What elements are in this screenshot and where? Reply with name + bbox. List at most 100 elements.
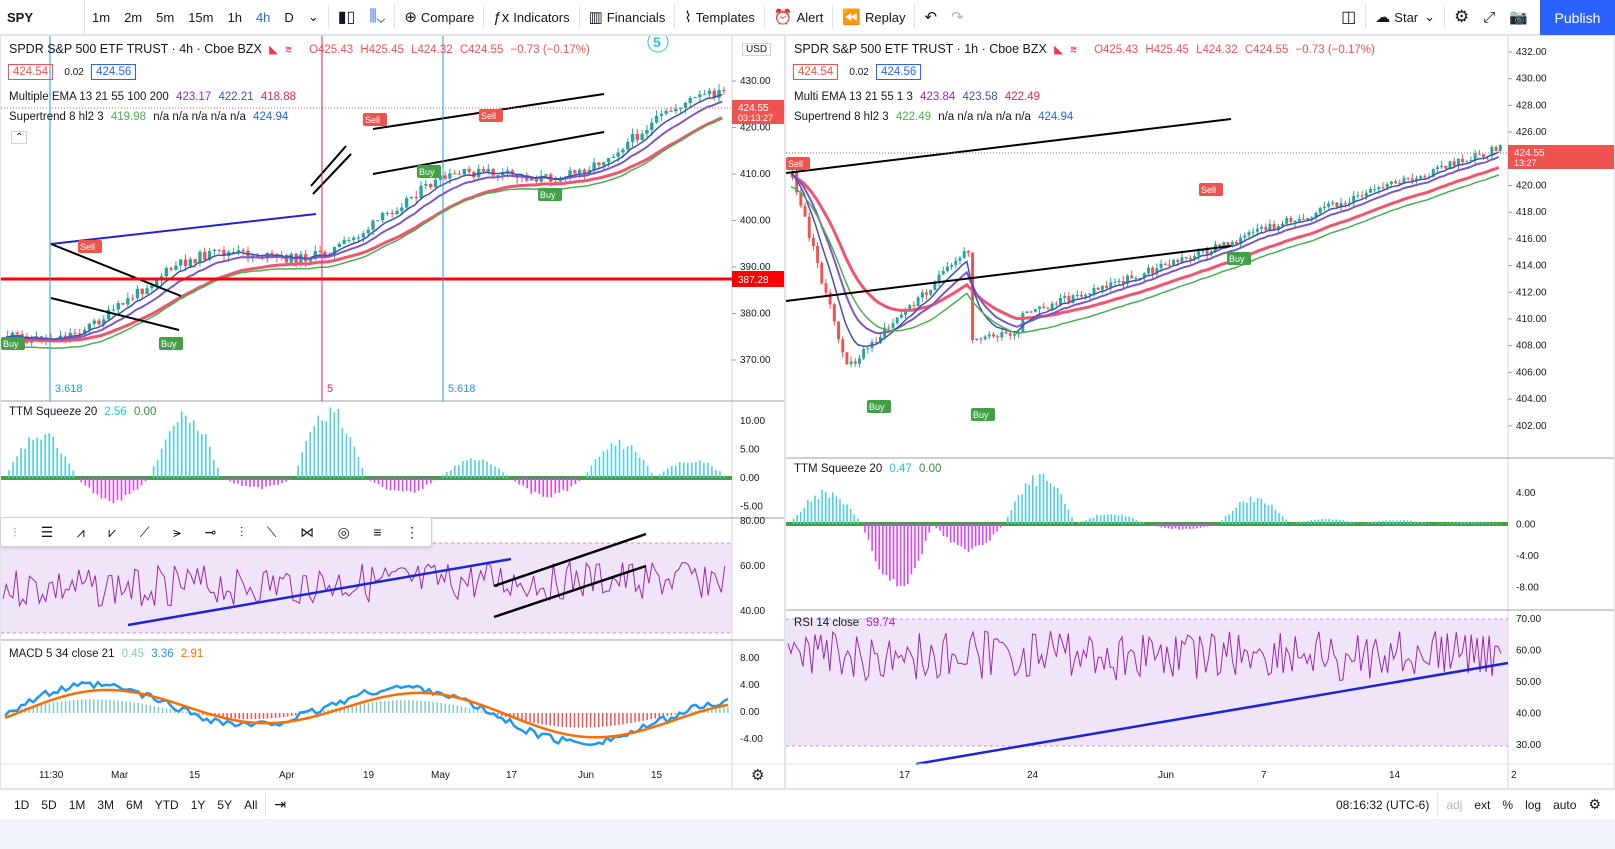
candle-body (1268, 224, 1272, 231)
right-chart-canvas[interactable]: 432.00430.00428.00426.00422.00420.00418.… (786, 36, 1615, 789)
candle-body (992, 334, 995, 337)
drag-handle-icon[interactable]: ⁝ (12, 523, 18, 540)
interval-d[interactable]: D (284, 9, 294, 25)
divider (1444, 5, 1446, 29)
candle-body (486, 169, 491, 172)
ema-fast-line (5, 94, 723, 340)
undo-icon[interactable]: ↶ (924, 9, 938, 26)
buy-signal-tag (1, 337, 25, 350)
collapse-legend-icon[interactable]: ⌃ (11, 131, 28, 144)
settings-gear-icon[interactable]: ⚙ (1588, 796, 1601, 812)
currency-selector[interactable]: USD (742, 43, 772, 56)
candle-body (698, 94, 702, 98)
replay-button[interactable]: ⏪ Replay (835, 0, 912, 35)
candle-body (1322, 206, 1326, 209)
trend-line-icon[interactable]: ⟍ (266, 523, 277, 540)
right-squeeze-label: TTM Squeeze 20 (794, 463, 883, 475)
compare-button[interactable]: ⊕ Compare (397, 0, 481, 35)
clock-time[interactable]: 08:16:32 (UTC-6) (1335, 797, 1430, 812)
percent-toggle[interactable]: % (1502, 797, 1514, 812)
fork-tool-icon[interactable]: ⪫ (173, 523, 181, 540)
symbol-search[interactable]: SPY (0, 0, 85, 35)
templates-button[interactable]: ⌇ Templates (677, 0, 762, 35)
candle-body (1243, 235, 1247, 238)
adj-toggle[interactable]: adj (1446, 797, 1463, 812)
left-chart-canvas[interactable]: 430.00 420.00 410.00 400.00 390.00 380.00 370.… (1, 36, 785, 789)
ext-toggle[interactable]: ext (1474, 797, 1491, 812)
chart-type-icon[interactable]: ⫼⌄ (369, 8, 386, 25)
interval-2m[interactable]: 2m (124, 9, 143, 25)
log-toggle[interactable]: log (1525, 797, 1542, 812)
go-to-date-icon[interactable]: ⇥ (274, 796, 287, 812)
candle-body (1092, 287, 1096, 294)
range-1d[interactable]: 1D (14, 797, 30, 812)
right-chart-panel[interactable]: 432.00430.00428.00426.00422.00420.00418.… (785, 35, 1615, 789)
interval-15m[interactable]: 15m (188, 9, 214, 25)
price-tick-label: 412.00 (1516, 287, 1547, 298)
horizontal-ray-icon[interactable]: ⊸ (204, 523, 217, 540)
path-tool-icon[interactable]: ⟋ (139, 523, 150, 540)
interval-5m[interactable]: 5m (156, 9, 175, 25)
right-bid-box[interactable]: 424.54 (793, 64, 839, 80)
fullscreen-icon[interactable]: ⤢ (1483, 8, 1496, 26)
fib-tool-icon[interactable]: ☰ (40, 523, 54, 540)
indicators-button[interactable]: ƒx Indicators (486, 0, 576, 35)
trend-line (312, 153, 352, 195)
candle-body (1494, 147, 1498, 152)
alert-button[interactable]: ⏰ Alert (767, 0, 830, 35)
abc-wave-icon[interactable]: ⩗ (108, 523, 117, 540)
right-ask-box[interactable]: 424.56 (876, 64, 922, 80)
left-bid-box[interactable]: 424.54 (8, 64, 54, 80)
left-chart-panel[interactable]: 430.00 420.00 410.00 400.00 390.00 380.00 370.… (0, 35, 785, 789)
chart-settings-gear-icon[interactable]: ⚙ (751, 767, 765, 784)
range-ytd[interactable]: YTD (154, 797, 179, 812)
left-ask-box[interactable]: 424.56 (91, 64, 137, 80)
redo-icon[interactable]: ↷ (951, 9, 964, 26)
star-button[interactable]: ☁ Star ⌄ (1368, 0, 1442, 35)
divider (763, 5, 765, 29)
settings-gear-icon[interactable]: ⚙ (1454, 7, 1470, 26)
candle-body (467, 168, 471, 172)
range-6m[interactable]: 6M (126, 797, 143, 812)
right-supertrend-legend: Supertrend 8 hl2 3 422.49 n/a n/a n/a n/… (794, 111, 1077, 123)
date-tick-label: 7 (1261, 770, 1267, 781)
camera-icon[interactable]: 📷 (1509, 9, 1528, 26)
rsi-line (787, 630, 1502, 682)
range-all[interactable]: All (244, 797, 258, 812)
candle-body (1234, 241, 1238, 245)
range-5d[interactable]: 5D (41, 797, 57, 812)
interval-4h[interactable]: 4h (255, 9, 271, 25)
cycle-tool-icon[interactable]: ◎ (337, 523, 350, 540)
fib-channel-icon[interactable]: ≡ (373, 524, 382, 540)
candle-body (1255, 228, 1259, 232)
candle-body (1113, 281, 1117, 283)
candle-body (1251, 231, 1255, 233)
left-ema-val-1: 423.17 (176, 91, 212, 103)
range-5y[interactable]: 5Y (217, 797, 233, 812)
candle-style-icon[interactable]: ▮▯ (337, 9, 356, 26)
publish-button[interactable]: Publish (1540, 0, 1615, 35)
candle-body (453, 173, 457, 175)
auto-toggle[interactable]: auto (1553, 797, 1577, 812)
price-tick-label: 410.00 (740, 169, 771, 180)
signal-label: Buy (869, 402, 885, 412)
interval-1m[interactable]: 1m (92, 9, 111, 25)
indicator-eye-icon[interactable]: ⩬ (285, 44, 292, 56)
interval-1h[interactable]: 1h (227, 9, 242, 25)
date-tick-label: 15 (189, 770, 201, 781)
layout-icon[interactable]: ◫ (1341, 9, 1357, 26)
elliott-wave-icon[interactable]: ⩘ (76, 523, 85, 540)
right-change: −0.73 (−0.17%) (1295, 44, 1375, 56)
range-1m[interactable]: 1M (68, 797, 86, 812)
range-1y[interactable]: 1Y (190, 797, 206, 812)
candle-body (1331, 202, 1335, 204)
financials-button[interactable]: ▥ Financials (582, 0, 673, 35)
parallel-channel-icon[interactable]: ⋮ (405, 523, 420, 540)
candle-body (920, 292, 924, 298)
range-3m[interactable]: 3M (97, 797, 115, 812)
interval-dropdown-icon[interactable]: ⌄ (307, 9, 319, 24)
candle-body (966, 250, 970, 253)
indicator-eye-icon[interactable]: ⩬ (1070, 44, 1077, 56)
long-position-icon[interactable]: ⫶ (239, 523, 244, 540)
pattern-tool-icon[interactable]: ⋈ (300, 523, 315, 540)
